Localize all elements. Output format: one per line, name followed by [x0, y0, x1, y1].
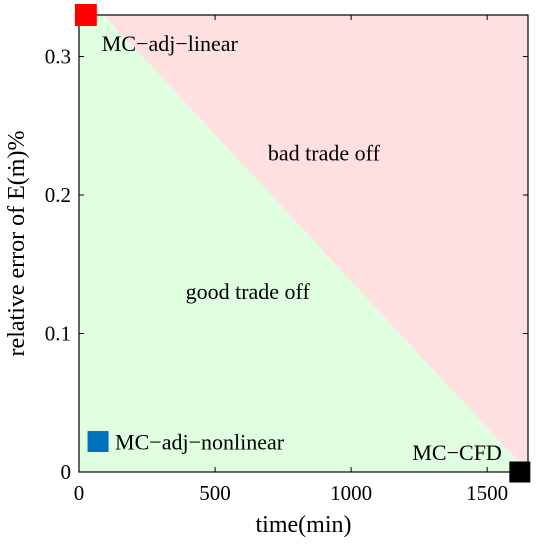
y-tick-label: 0: [61, 460, 72, 484]
y-tick-label: 0.2: [45, 183, 71, 207]
x-tick-label: 0: [74, 481, 85, 505]
data-point-marker: [509, 461, 531, 483]
y-tick-label: 0.1: [45, 322, 71, 346]
region-annotation: bad trade off: [268, 140, 381, 165]
x-axis-ticks: 0 500 1000 1500: [74, 15, 508, 505]
data-point-marker: [87, 431, 109, 453]
data-point-label: MC−CFD: [412, 440, 501, 465]
region-annotation: good trade off: [186, 279, 311, 304]
data-point-label: MC−adj−nonlinear: [115, 430, 285, 455]
y-axis-label: relative error of E(ṁ)%: [4, 131, 30, 357]
x-tick-label: 1000: [330, 481, 372, 505]
plot-frame: [78, 14, 529, 473]
plot-background: [79, 15, 528, 472]
data-point-label: MC−adj−linear: [102, 31, 239, 56]
x-axis-label: time(min): [256, 512, 352, 538]
region-annotations: bad trade off good trade off: [186, 140, 381, 303]
y-tick-label: 0.3: [45, 45, 71, 69]
data-points: MC−adj−linear MC−adj−nonlinear MC−CFD: [74, 4, 531, 483]
data-point-marker: [74, 4, 97, 26]
x-tick-label: 500: [199, 481, 231, 505]
x-tick-label: 1500: [466, 481, 508, 505]
good-trade-off-region: [79, 15, 528, 472]
